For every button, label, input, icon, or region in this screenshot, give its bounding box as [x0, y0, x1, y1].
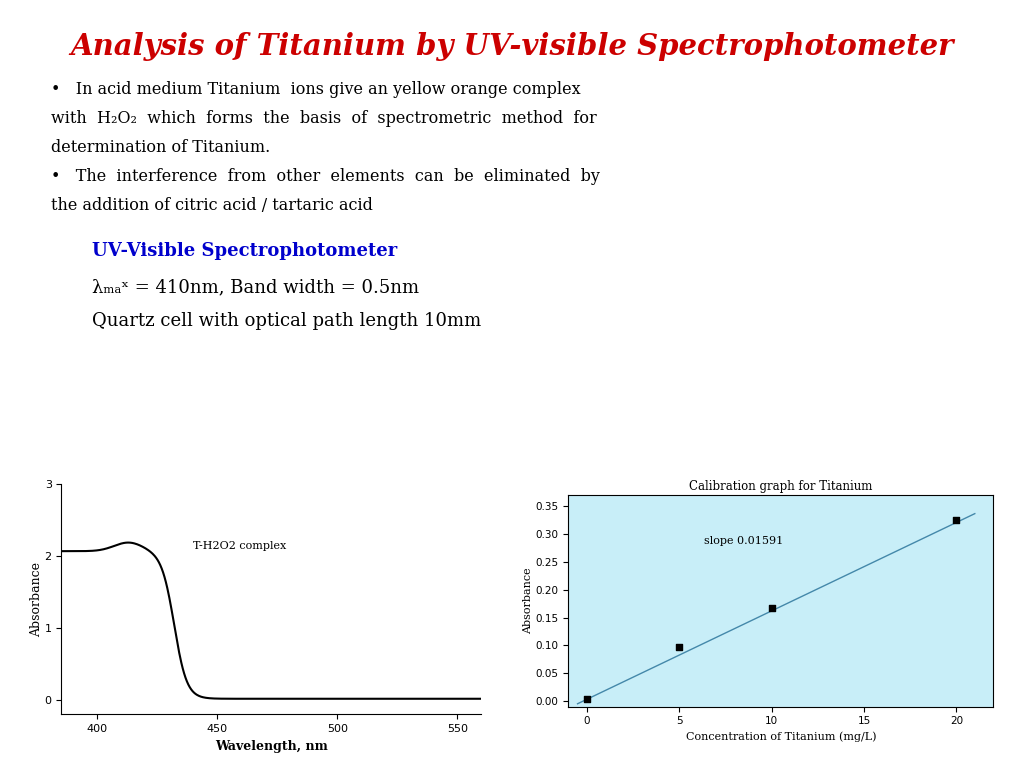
X-axis label: Concentration of Titanium (mg/L): Concentration of Titanium (mg/L) [685, 732, 877, 743]
Text: with  H₂O₂  which  forms  the  basis  of  spectrometric  method  for: with H₂O₂ which forms the basis of spect… [51, 110, 597, 127]
Text: •   The  interference  from  other  elements  can  be  eliminated  by: • The interference from other elements c… [51, 168, 600, 185]
Point [763, 601, 779, 614]
Text: UV-Visible Spectrophotometer: UV-Visible Spectrophotometer [92, 242, 397, 260]
Y-axis label: Absorbance: Absorbance [30, 561, 43, 637]
Point [579, 694, 595, 706]
Point [671, 641, 687, 653]
Title: Calibration graph for Titanium: Calibration graph for Titanium [689, 480, 872, 493]
Text: λₘₐˣ = 410nm, Band width = 0.5nm: λₘₐˣ = 410nm, Band width = 0.5nm [92, 278, 419, 296]
Point [948, 515, 965, 527]
Text: •   In acid medium Titanium  ions give an yellow orange complex: • In acid medium Titanium ions give an y… [51, 81, 581, 98]
Text: the addition of citric acid / tartaric acid: the addition of citric acid / tartaric a… [51, 197, 373, 214]
Text: T-H2O2 complex: T-H2O2 complex [194, 541, 287, 551]
Y-axis label: Absorbance: Absorbance [522, 568, 532, 634]
Text: slope 0.01591: slope 0.01591 [705, 536, 783, 546]
Text: Analysis of Titanium by UV-visible Spectrophotometer: Analysis of Titanium by UV-visible Spect… [71, 32, 953, 61]
Text: determination of Titanium.: determination of Titanium. [51, 139, 270, 156]
Text: Quartz cell with optical path length 10mm: Quartz cell with optical path length 10m… [92, 312, 481, 329]
X-axis label: Wavelength, nm: Wavelength, nm [215, 740, 328, 753]
